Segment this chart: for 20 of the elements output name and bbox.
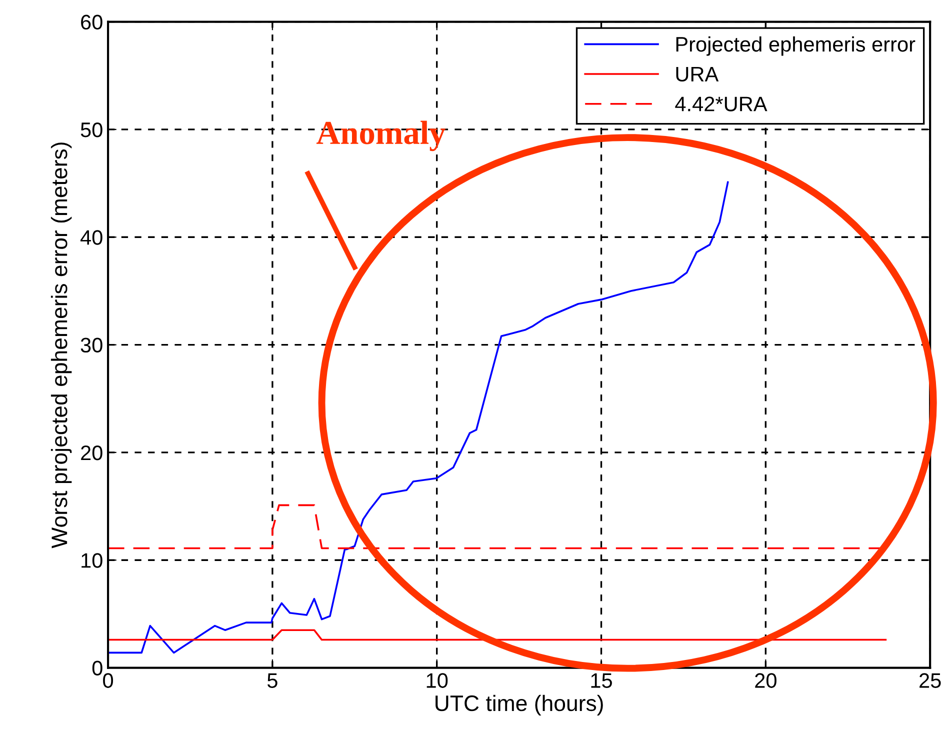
- legend-label: Projected ephemeris error: [676, 36, 916, 56]
- y-tick-label: 0: [92, 660, 102, 676]
- x-tick-label: 20: [755, 673, 776, 688]
- legend-label: 4.42*URA: [675, 96, 768, 112]
- annotation: Anomaly: [316, 120, 446, 152]
- y-tick-label: 40: [80, 230, 102, 245]
- y-tick-label: 20: [81, 445, 102, 460]
- x-axis-title: UTC time (hours): [436, 694, 603, 716]
- x-tick-label: 10: [426, 673, 448, 688]
- x-tick-label: 5: [267, 673, 278, 688]
- x-tick-label: 15: [591, 673, 612, 688]
- y-tick-label: 10: [82, 553, 102, 568]
- y-axis-title: Worst projected ephemeris error (meters): [50, 142, 72, 548]
- x-tick-label: 0: [103, 673, 114, 688]
- y-tick-label: 50: [80, 122, 102, 138]
- y-tick-label: 60: [81, 14, 102, 30]
- line-series: [108, 181, 729, 654]
- legend-label: URA: [676, 66, 719, 82]
- y-tick-label: 30: [80, 338, 102, 353]
- x-tick-label: 25: [920, 673, 941, 688]
